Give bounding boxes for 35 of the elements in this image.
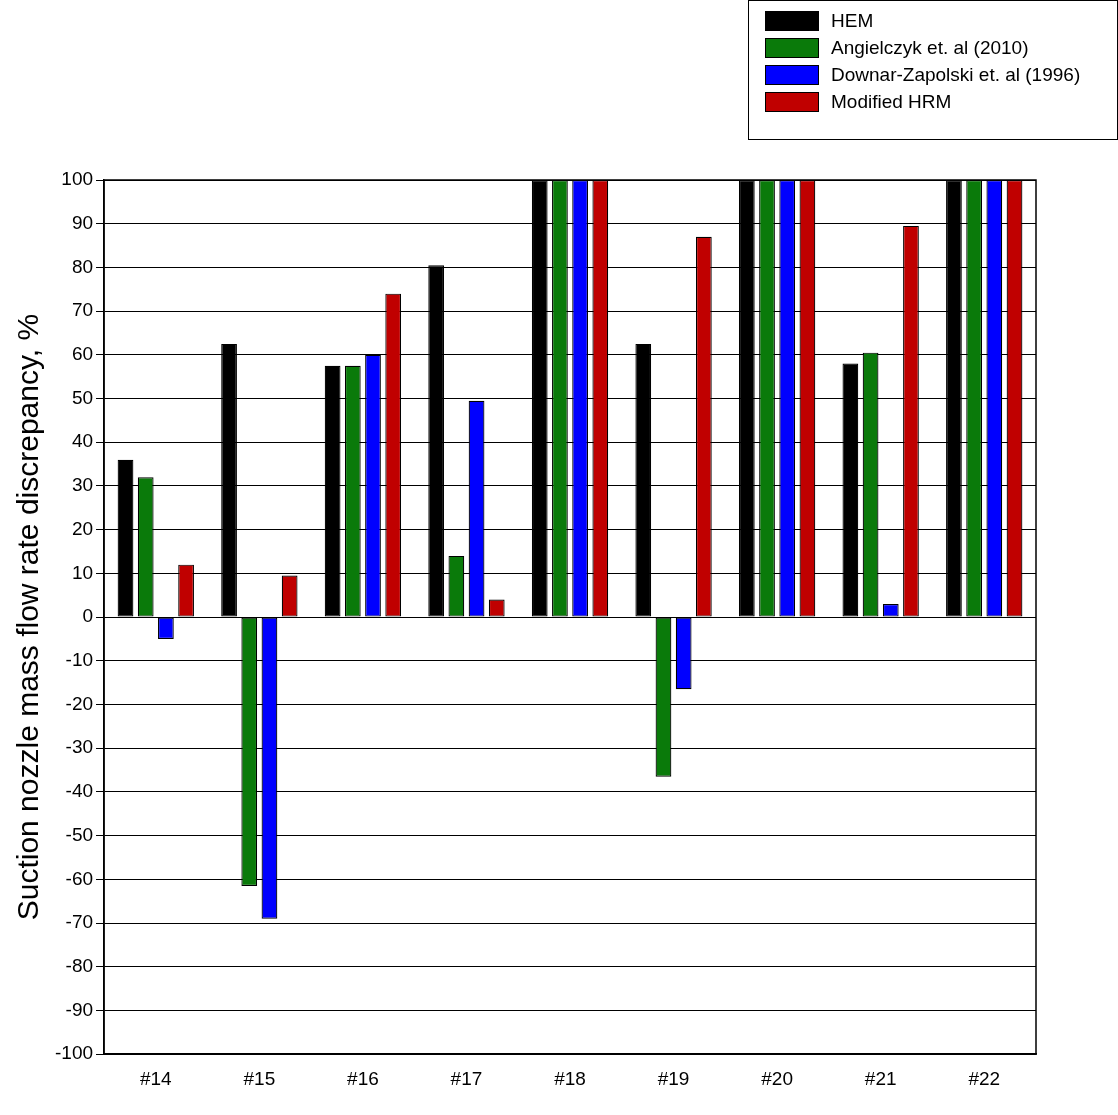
y-tick-label: -20 [65,692,94,714]
x-tick-label: #15 [243,1067,276,1089]
x-tick-label: #20 [761,1067,793,1089]
y-tick-label: 90 [71,211,94,233]
y-tick-label: 60 [71,343,94,365]
legend-label: Angielczyk et. al (2010) [831,36,1029,59]
y-tick-label: 50 [71,386,94,408]
y-tick-label: 70 [71,299,94,321]
legend-label: Downar-Zapolski et. al (1996) [831,63,1081,86]
y-tick-label: -10 [65,649,94,671]
y-tick-label: -90 [65,998,94,1020]
legend-label: HEM [831,9,874,32]
y-axis-title: Suction nozzle mass flow rate discrepancy, % [11,313,45,921]
legend-label: Modified HRM [831,90,952,113]
y-tick-label: -80 [65,955,94,977]
x-tick-label: #14 [139,1067,173,1089]
y-tick-label: -30 [65,736,94,758]
y-tick-label: -70 [65,911,94,933]
y-tick-label: -40 [65,780,94,802]
x-tick-label: #18 [554,1067,586,1089]
x-tick-label: #16 [347,1067,379,1089]
y-tick-label: 40 [71,430,94,452]
y-tick-label: 80 [71,255,94,277]
y-tick-label: -60 [65,867,94,889]
y-tick-label: -50 [65,823,94,845]
y-tick-label: 0 [82,605,94,627]
x-tick-label: #17 [450,1067,483,1089]
y-tick-label: 20 [71,517,94,539]
y-tick-label: 10 [71,561,94,583]
x-tick-label: #19 [657,1067,690,1089]
y-tick-label: 100 [61,168,94,190]
y-tick-label: 30 [71,474,94,496]
y-tick-label: -100 [55,1042,94,1064]
x-tick-label: #21 [864,1067,897,1089]
x-tick-label: #22 [968,1067,1001,1089]
